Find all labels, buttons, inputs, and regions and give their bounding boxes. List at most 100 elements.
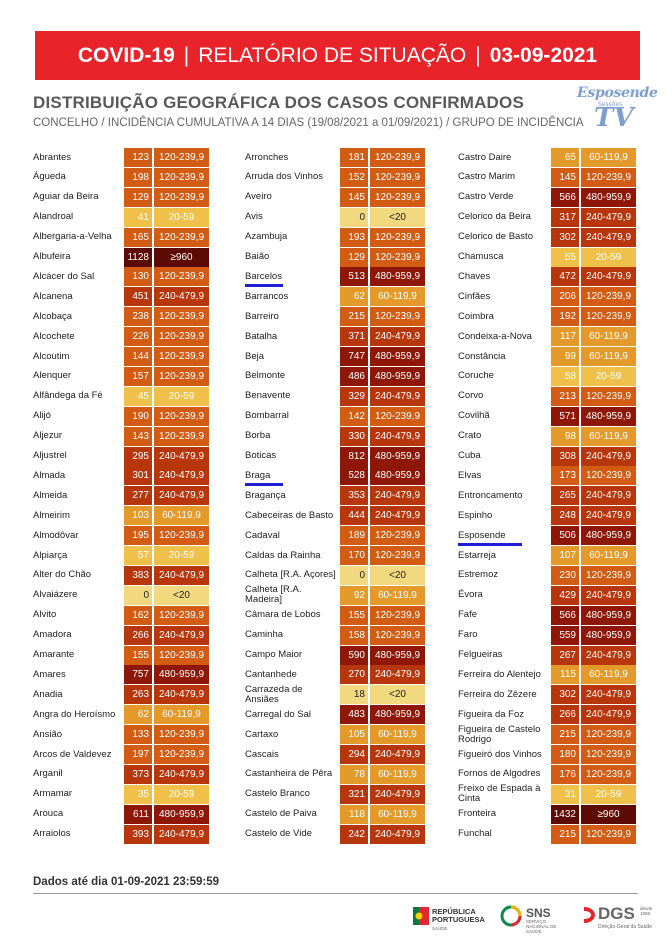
- municipality-name: Alpiarça: [33, 549, 68, 561]
- incidence-group: 240-479,9: [581, 645, 636, 665]
- incidence-value: 45: [124, 386, 152, 406]
- incidence-group: 60-119,9: [370, 585, 425, 605]
- incidence-group: 120-239,9: [154, 347, 209, 366]
- incidence-group: 20-59: [154, 207, 209, 227]
- incidence-value: 35: [124, 784, 152, 804]
- incidence-group: 60-119,9: [154, 705, 209, 725]
- incidence-group: 120-239,9: [154, 167, 209, 187]
- incidence-group: <20: [154, 585, 209, 605]
- incidence-value: 444: [340, 506, 368, 526]
- incidence-value: 566: [551, 605, 579, 625]
- incidence-value: 215: [340, 307, 368, 327]
- incidence-value: 302: [551, 685, 579, 705]
- municipality-name: Arruda dos Vinhos: [245, 171, 323, 183]
- flag-icon: [413, 907, 429, 925]
- incidence-group: 120-239,9: [154, 327, 209, 347]
- municipality-name: Aljezur: [33, 430, 63, 442]
- municipality-name: Angra do Heroísmo: [33, 708, 116, 720]
- municipality-name: Anadia: [33, 688, 63, 700]
- municipality-name: Arganil: [33, 768, 63, 780]
- incidence-value: 451: [124, 287, 152, 307]
- incidence-group: <20: [370, 565, 425, 585]
- incidence-group: 240-479,9: [154, 287, 209, 307]
- municipality-name: Alandroal: [33, 211, 74, 223]
- incidence-group: 120-239,9: [154, 406, 209, 426]
- report-title-banner: COVID-19 | RELATÓRIO DE SITUAÇÃO | 03-09…: [35, 31, 640, 80]
- incidence-group: 120-239,9: [370, 605, 425, 625]
- municipality-name: Funchal: [458, 828, 492, 840]
- incidence-value: 308: [551, 446, 579, 466]
- sns-text: SNS: [526, 906, 551, 920]
- municipality-name: Cadaval: [245, 529, 280, 541]
- municipality-name: Celorico da Beira: [458, 211, 531, 223]
- municipality-name: Entroncamento: [458, 489, 523, 501]
- incidence-value: 294: [340, 745, 368, 764]
- municipality-name: Felgueiras: [458, 649, 503, 660]
- municipality-name: Condeixa-a-Nova: [458, 330, 532, 342]
- title-report: RELATÓRIO DE SITUAÇÃO: [198, 43, 467, 67]
- incidence-value: 198: [124, 167, 152, 187]
- municipality-name: Alcanena: [33, 290, 73, 302]
- incidence-group: 20-59: [581, 366, 636, 386]
- incidence-group: 240-479,9: [370, 665, 425, 685]
- incidence-group: 120-239,9: [154, 426, 209, 446]
- municipality-name: Amadora: [33, 629, 72, 641]
- highlight-underline: [245, 284, 283, 288]
- incidence-group: 120-239,9: [370, 247, 425, 267]
- incidence-group: 240-479,9: [154, 824, 209, 844]
- municipality-name: Alfândega da Fé: [33, 390, 103, 402]
- incidence-value: 329: [340, 386, 368, 406]
- incidence-value: 118: [340, 804, 368, 824]
- incidence-group: 120-239,9: [370, 546, 425, 565]
- highlight-underline: [245, 483, 283, 487]
- municipality-name: Baião: [245, 251, 270, 262]
- incidence-group: 120-239,9: [154, 725, 209, 745]
- incidence-group: 120-239,9: [581, 466, 636, 486]
- municipality-name: Castelo de Vide: [245, 828, 312, 840]
- municipality-name: Constância: [458, 350, 506, 362]
- incidence-group: 240-479,9: [581, 685, 636, 705]
- watermark-line1: Esposende: [577, 85, 658, 101]
- municipality-name: Campo Maior: [245, 649, 303, 660]
- municipality-name: Cuba: [458, 450, 481, 461]
- municipality-name: Arraiolos: [33, 828, 71, 840]
- incidence-group: 480-959,9: [370, 645, 425, 665]
- incidence-value: 195: [124, 526, 152, 546]
- incidence-value: 173: [551, 466, 579, 486]
- incidence-value: 144: [124, 347, 152, 366]
- incidence-group: 60-119,9: [370, 804, 425, 824]
- municipality-name: Armamar: [33, 788, 73, 800]
- incidence-value: 513: [340, 267, 368, 287]
- municipality-name: Alcobaça: [33, 310, 73, 322]
- municipality-name: Castanheira de Pêra: [245, 768, 333, 780]
- municipality-name: Castro Verde: [458, 191, 514, 203]
- municipality-name: Cartaxo: [245, 728, 279, 740]
- footer-divider: [33, 893, 638, 894]
- incidence-value: 301: [124, 466, 152, 486]
- incidence-value: 242: [340, 824, 368, 844]
- incidence-value: 213: [551, 386, 579, 406]
- incidence-value: 142: [340, 406, 368, 426]
- incidence-value: 277: [124, 486, 152, 506]
- incidence-value: 107: [551, 546, 579, 565]
- dgs-logo: DGS desde 1899 Direção-Geral da Saúde: [582, 903, 662, 933]
- section-subheading: CONCELHO / INCIDÊNCIA CUMULATIVA A 14 DI…: [33, 117, 584, 129]
- municipality-name: Crato: [458, 430, 482, 442]
- incidence-value: 176: [551, 764, 579, 784]
- rp-line3: SAÚDE: [432, 926, 448, 931]
- incidence-value: 0: [340, 207, 368, 227]
- incidence-value: 226: [124, 327, 152, 347]
- incidence-group: 240-479,9: [370, 486, 425, 506]
- municipality-name: Covilhã: [458, 410, 490, 422]
- municipality-name: Estremoz: [458, 569, 499, 581]
- incidence-group: 240-479,9: [154, 486, 209, 506]
- incidence-value: 266: [551, 705, 579, 725]
- incidence-group: ≥960: [154, 247, 209, 267]
- incidence-value: 506: [551, 526, 579, 546]
- incidence-value: 193: [340, 227, 368, 247]
- incidence-value: 103: [124, 506, 152, 526]
- incidence-group: 120-239,9: [370, 406, 425, 426]
- incidence-value: 393: [124, 824, 152, 844]
- incidence-group: 240-479,9: [581, 446, 636, 466]
- incidence-group: 120-239,9: [154, 267, 209, 287]
